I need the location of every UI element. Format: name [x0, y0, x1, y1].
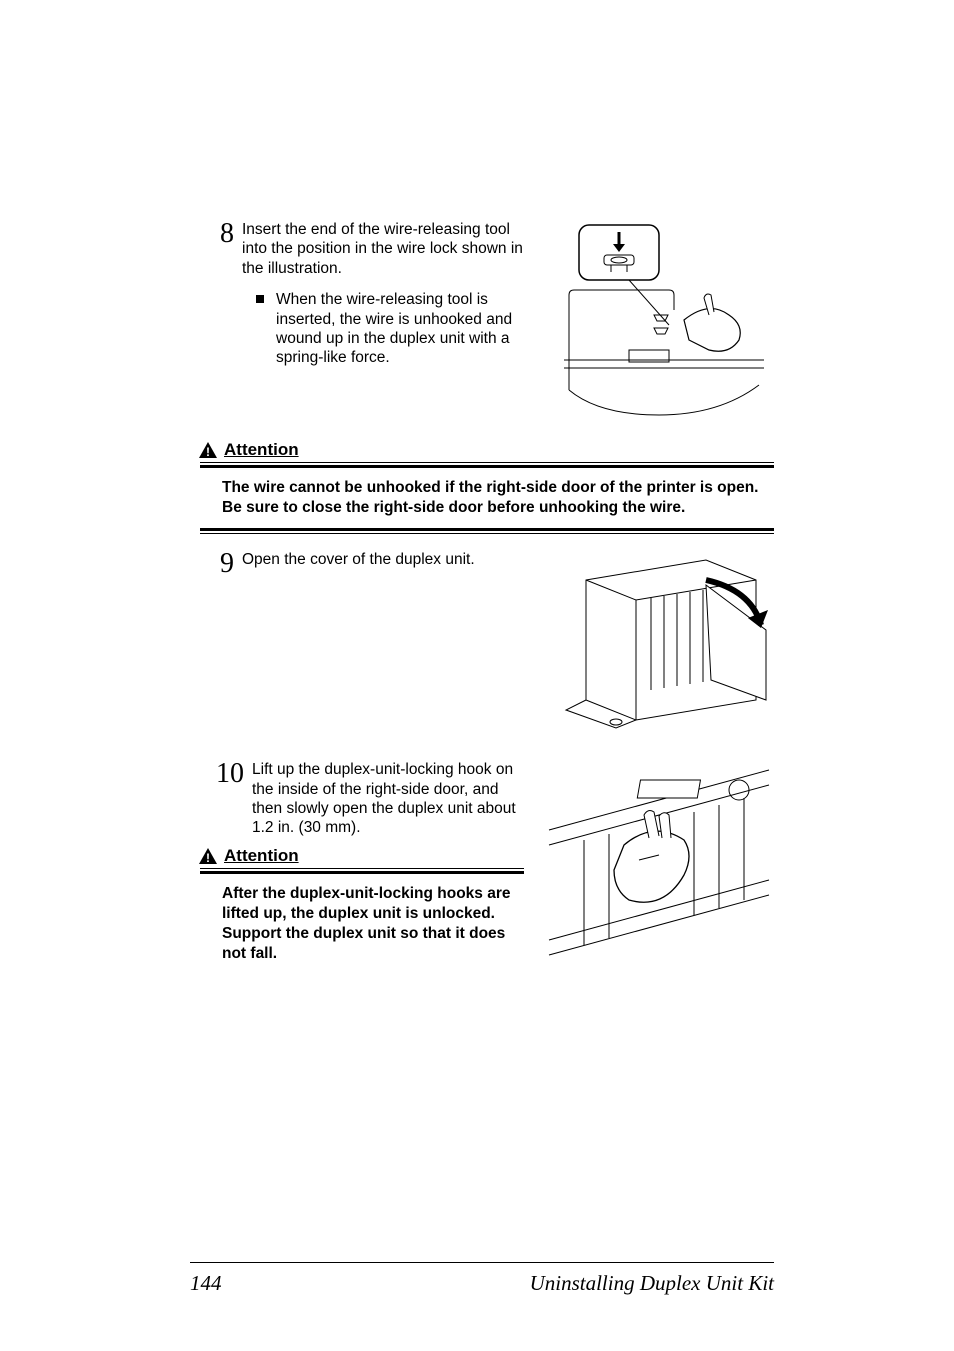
step-10-number: 10 [200, 760, 244, 788]
step-9-text-col: Open the cover of the duplex unit. [242, 550, 554, 569]
footer-rule [190, 1262, 774, 1263]
manual-page: 8 Insert the end of the wire-releasing t… [0, 0, 954, 1351]
step-8-bullet-text: When the wire-releasing tool is inserted… [276, 290, 534, 368]
step-8-number: 8 [200, 220, 234, 248]
step-9-number: 9 [200, 550, 234, 578]
warning-triangle-icon: ! [198, 847, 218, 865]
attention-2-label: Attention [224, 846, 299, 866]
step-8-figure [554, 220, 774, 420]
square-bullet-icon [256, 295, 264, 303]
attention-2-text: After the duplex-unit-locking hooks are … [222, 884, 524, 965]
step-9-text: Open the cover of the duplex unit. [242, 550, 534, 569]
step-8-row: 8 Insert the end of the wire-releasing t… [200, 220, 774, 420]
attention-2-header: ! Attention [200, 846, 524, 869]
page-footer: 144 Uninstalling Duplex Unit Kit [190, 1271, 774, 1296]
open-cover-illustration-icon [556, 550, 772, 730]
attention-1-label: Attention [224, 440, 299, 460]
attention-2: ! Attention After the duplex-unit-lockin… [200, 846, 524, 965]
attention-1-text: The wire cannot be unhooked if the right… [222, 478, 774, 518]
attention-1-header: ! Attention [200, 440, 774, 463]
svg-text:!: ! [206, 445, 210, 459]
step-10-block: 10 Lift up the duplex-unit-locking hook … [200, 760, 774, 974]
wire-lock-illustration-icon [559, 220, 769, 420]
warning-triangle-icon: ! [198, 441, 218, 459]
step-10-figure [544, 760, 774, 960]
section-title: Uninstalling Duplex Unit Kit [530, 1271, 774, 1296]
step-10-left-col: 10 Lift up the duplex-unit-locking hook … [200, 760, 544, 974]
step-8-text: Insert the end of the wire-releasing too… [242, 220, 534, 278]
step-8-text-col: Insert the end of the wire-releasing too… [242, 220, 554, 368]
step-8-bullet-row: When the wire-releasing tool is inserted… [242, 290, 534, 368]
step-9-row: 9 Open the cover of the duplex unit. [200, 550, 774, 730]
step-10-text: Lift up the duplex-unit-locking hook on … [252, 760, 524, 838]
svg-text:!: ! [206, 851, 210, 865]
step-9-figure [554, 550, 774, 730]
attention-1: ! Attention The wire cannot be unhooked … [200, 440, 774, 534]
locking-hook-illustration-icon [544, 760, 774, 960]
page-number: 144 [190, 1271, 222, 1296]
